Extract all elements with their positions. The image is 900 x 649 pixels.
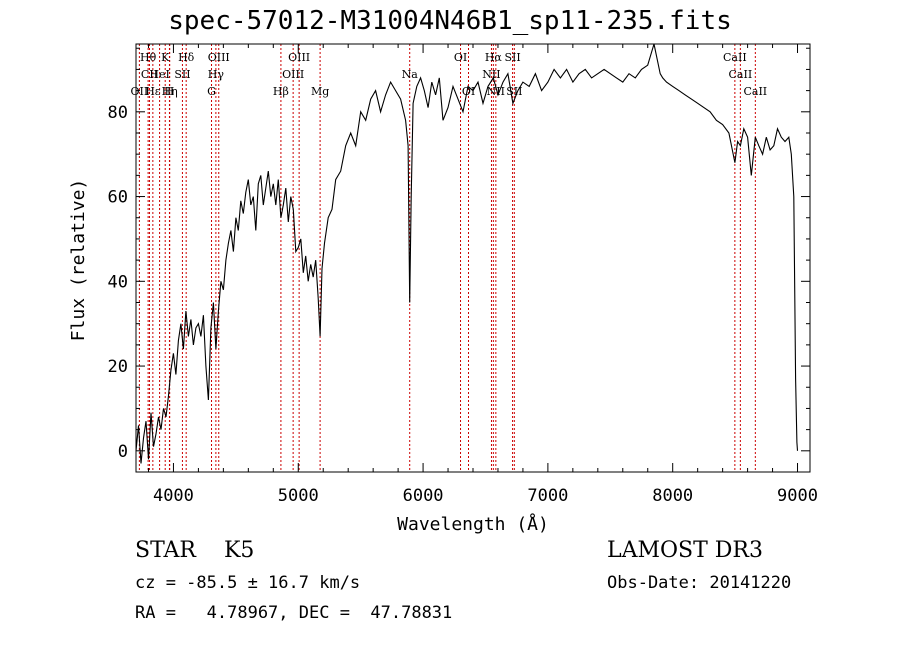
x-tick-label-1: 5000 xyxy=(278,486,319,506)
y-tick-label-0: 0 xyxy=(118,442,128,462)
line-marker-label-2: OII xyxy=(131,85,149,98)
line-marker-label-8: SII xyxy=(174,68,190,81)
line-marker-label-17: Na xyxy=(402,68,419,81)
line-marker-label-0: Hθ xyxy=(140,51,157,64)
observation-date: Obs-Date: 20141220 xyxy=(607,573,792,593)
line-marker-label-16: Mg xyxy=(311,85,329,98)
redshift-cz: cz = -85.5 ± 16.7 km/s xyxy=(135,573,361,593)
x-tick-label-0: 4000 xyxy=(153,486,194,506)
y-tick-label-2: 40 xyxy=(108,272,128,292)
x-axis-label: Wavelength (Å) xyxy=(397,513,549,535)
line-marker-label-6: Hη xyxy=(162,85,178,98)
x-tick-label-2: 6000 xyxy=(403,486,444,506)
x-axis-ticks: 4000 5000 6000 7000 8000 9000 xyxy=(147,44,818,506)
line-marker-label-25: CaII xyxy=(723,51,747,64)
line-marker-label-20: Hα xyxy=(485,51,503,64)
line-marker-label-1: CII xyxy=(141,68,158,81)
line-marker-label-27: CaII xyxy=(743,85,767,98)
line-marker-label-3: Hε xyxy=(145,85,161,98)
line-marker-label-9: Hδ xyxy=(178,51,195,64)
x-tick-label-4: 8000 xyxy=(652,486,693,506)
chart-title: spec-57012-M31004N46B1_sp11-235.fits xyxy=(168,6,732,36)
spectrum-series-line xyxy=(135,43,799,464)
line-marker-label-12: G xyxy=(207,85,216,98)
y-axis-label: Flux (relative) xyxy=(68,179,89,342)
line-marker-label-15: OIII xyxy=(288,51,310,64)
line-marker-label-26: CaII xyxy=(729,68,753,81)
survey-name: LAMOST DR3 xyxy=(607,538,763,563)
y-axis-ticks: 0 20 40 60 80 xyxy=(108,47,810,462)
y-tick-label-3: 60 xyxy=(108,188,128,208)
line-marker-label-13: Hβ xyxy=(273,85,289,98)
line-marker-label-19: OI xyxy=(462,85,475,98)
y-tick-label-4: 80 xyxy=(108,103,128,123)
y-tick-label-1: 20 xyxy=(108,357,128,377)
line-markers xyxy=(138,44,756,472)
line-marker-label-10: OIII xyxy=(208,51,230,64)
line-marker-label-21: NII xyxy=(482,68,500,81)
x-tick-label-5: 9000 xyxy=(777,486,818,506)
line-marker-label-4: K xyxy=(161,51,170,64)
ra-dec-coordinates: RA = 4.78967, DEC = 47.78831 xyxy=(135,603,453,623)
line-marker-label-23: SII xyxy=(504,51,520,64)
line-marker-label-11: Hγ xyxy=(208,68,225,81)
plot-frame xyxy=(135,43,811,473)
line-marker-label-5: HeI xyxy=(149,68,169,81)
x-tick-label-3: 7000 xyxy=(527,486,568,506)
line-marker-label-14: OIII xyxy=(282,68,304,81)
line-marker-label-18: OI xyxy=(454,51,467,64)
object-class: STAR K5 xyxy=(135,538,255,563)
line-marker-label-7: H xyxy=(165,85,175,98)
